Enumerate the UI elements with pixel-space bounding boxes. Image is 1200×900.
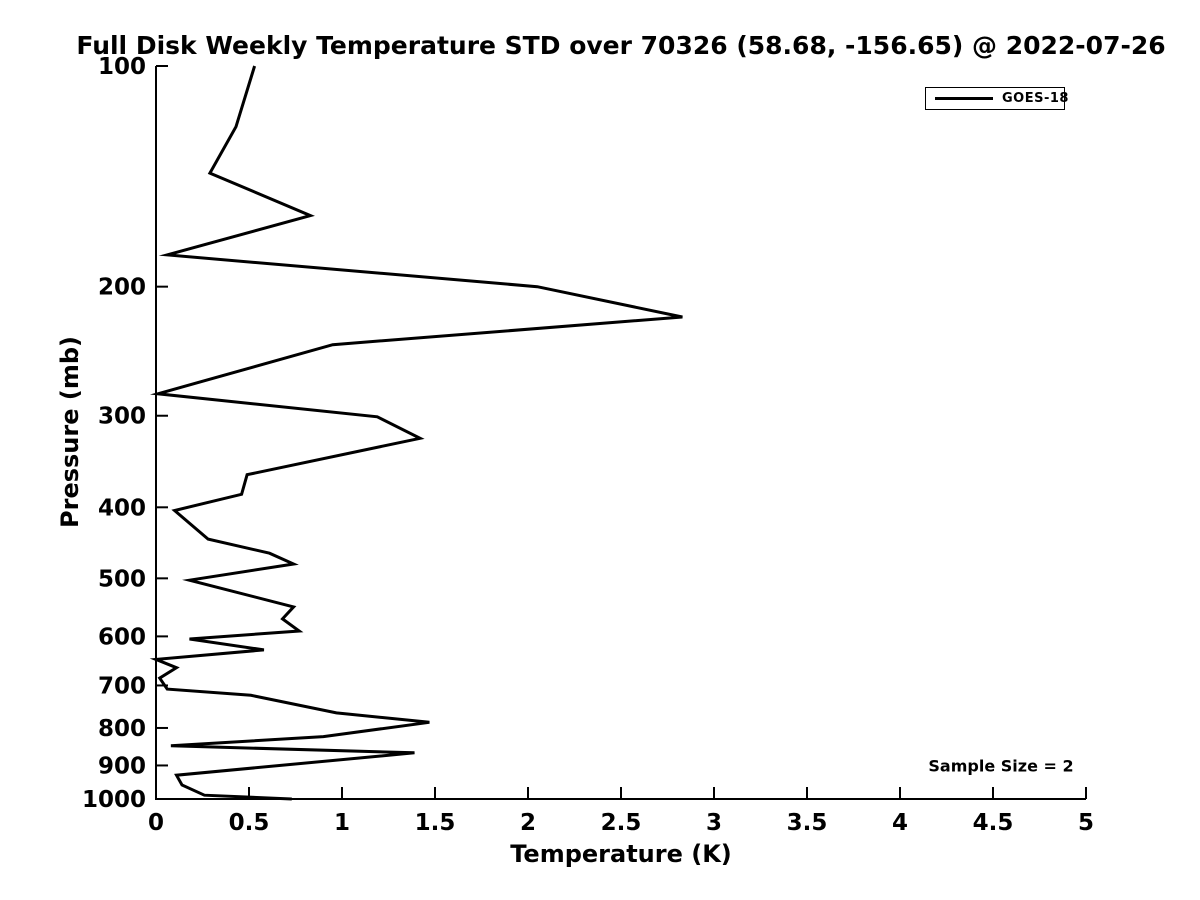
sample-size-annotation: Sample Size = 2 <box>928 756 1074 776</box>
x-tick-label: 2.5 <box>601 810 642 836</box>
y-axis-label: Pressure (mb) <box>56 336 84 528</box>
x-tick-label: 0.5 <box>229 810 270 836</box>
legend-box: GOES-18 <box>925 87 1068 110</box>
y-tick-label: 400 <box>98 495 146 521</box>
y-tick-label: 700 <box>98 673 146 699</box>
data-line-goes-18 <box>149 65 683 801</box>
x-tick-label: 0 <box>148 810 164 836</box>
y-tick-label: 300 <box>98 404 146 430</box>
x-tick-label: 1.5 <box>415 810 456 836</box>
chart-title: Full Disk Weekly Temperature STD over 70… <box>76 31 1166 60</box>
y-tick-label: 500 <box>98 566 146 592</box>
legend-entry-label: GOES-18 <box>1002 91 1069 106</box>
x-tick-label: 4 <box>892 810 908 836</box>
x-tick-label: 1 <box>334 810 350 836</box>
y-tick-label: 200 <box>98 275 146 301</box>
x-axis-label: Temperature (K) <box>510 840 732 868</box>
x-tick-label: 4.5 <box>973 810 1014 836</box>
x-tick-label: 3 <box>706 810 722 836</box>
legend-line-sample <box>935 97 993 100</box>
x-tick-label: 5 <box>1078 810 1094 836</box>
x-tick-label: 2 <box>520 810 536 836</box>
y-tick-label: 900 <box>98 753 146 779</box>
x-tick-label: 3.5 <box>787 810 828 836</box>
y-tick-label: 1000 <box>82 787 146 813</box>
axis-spine <box>155 66 1086 800</box>
y-tick-label: 600 <box>98 624 146 650</box>
y-tick-label: 100 <box>98 54 146 80</box>
y-tick-label: 800 <box>98 716 146 742</box>
